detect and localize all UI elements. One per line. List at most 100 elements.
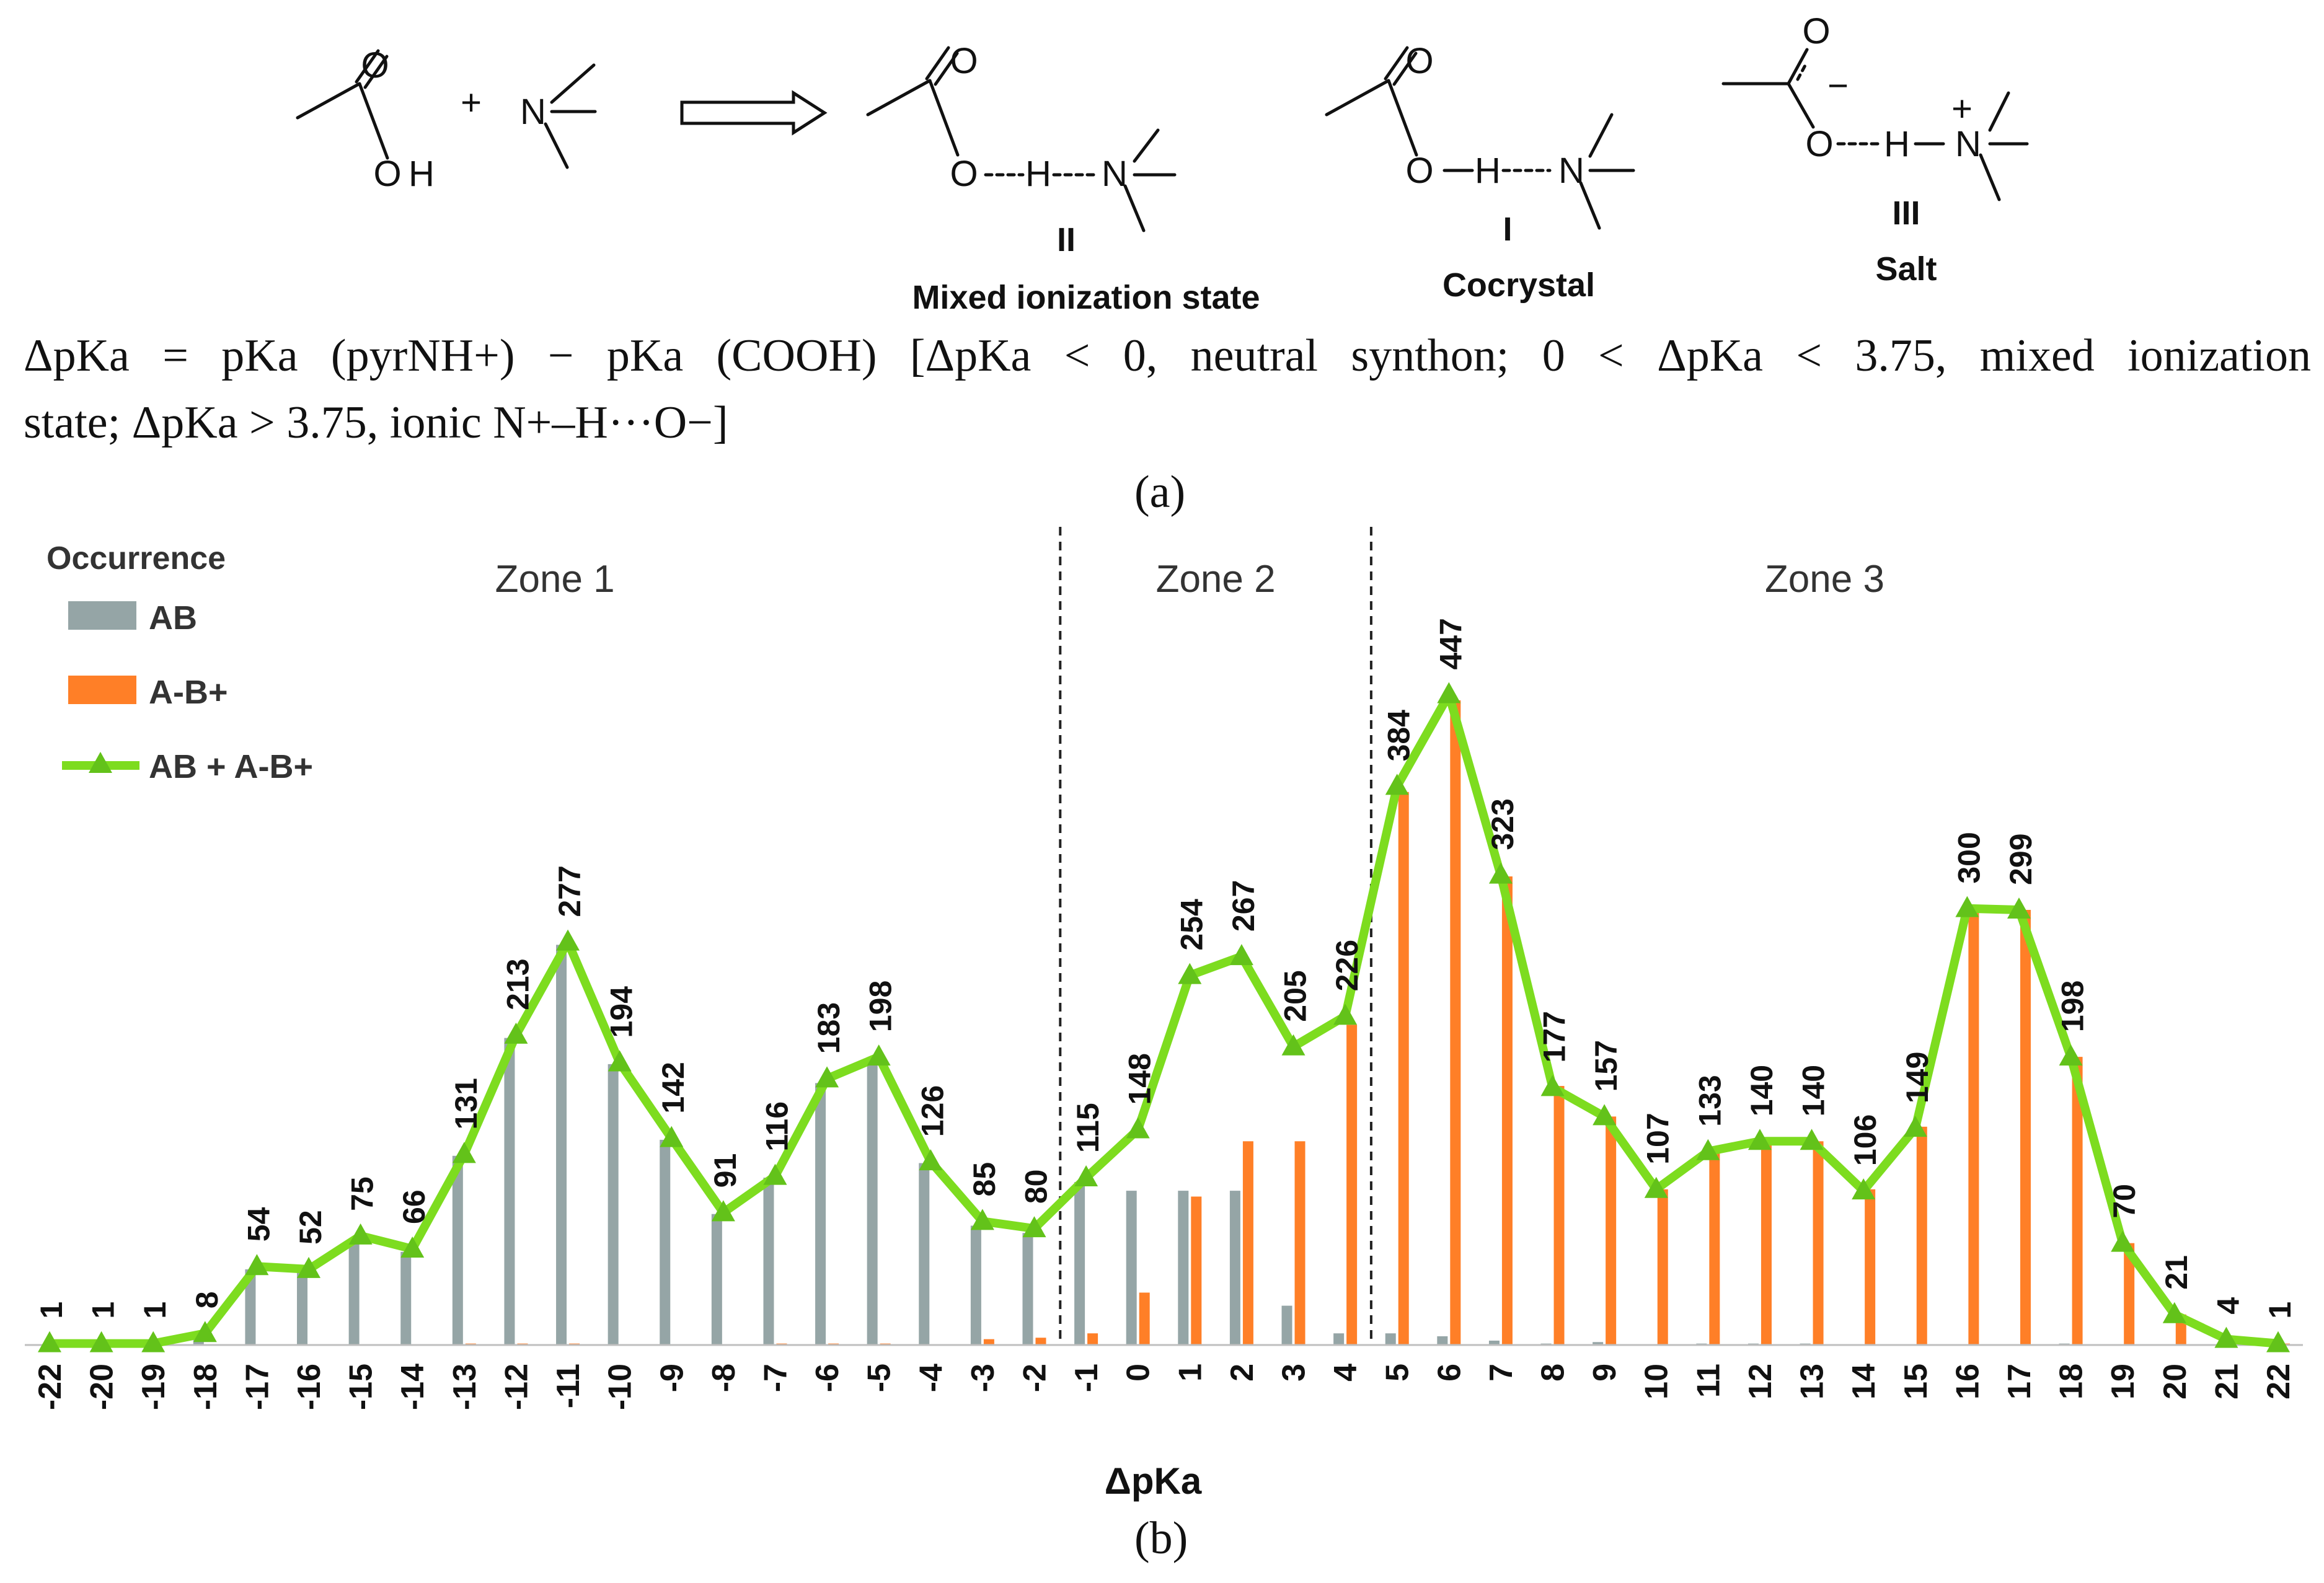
marker-triangle xyxy=(2111,1230,2135,1252)
bar-ab-plus xyxy=(2020,910,2031,1345)
bar-ab xyxy=(608,1064,619,1345)
x-tick-label: -11 xyxy=(550,1364,586,1408)
data-label: 198 xyxy=(864,981,898,1032)
bar-ab xyxy=(660,1139,671,1345)
x-tick-label: 3 xyxy=(1276,1364,1312,1382)
data-label: 140 xyxy=(1744,1065,1779,1116)
data-label: 91 xyxy=(708,1153,743,1188)
marker-triangle xyxy=(608,1050,632,1072)
atom-o: O xyxy=(1805,124,1833,164)
data-label: 52 xyxy=(293,1210,328,1245)
x-tick-label: 21 xyxy=(2209,1364,2245,1400)
marker-triangle xyxy=(245,1254,269,1276)
marker-triangle xyxy=(660,1126,684,1147)
atom-n: N xyxy=(520,92,546,132)
zone-label: Zone 1 xyxy=(495,558,615,601)
bar-ab-plus xyxy=(1553,1086,1565,1345)
numeral-i: I xyxy=(1503,211,1512,248)
bar-ab xyxy=(919,1163,930,1345)
bar-ab xyxy=(556,945,567,1345)
bar-ab xyxy=(245,1269,256,1345)
bar-ab xyxy=(970,1225,981,1345)
bar-ab-plus xyxy=(2072,1057,2083,1345)
x-tick-label: -22 xyxy=(32,1364,68,1410)
data-label: 8 xyxy=(190,1291,224,1308)
marker-triangle xyxy=(2214,1326,2238,1348)
x-tick-label: -9 xyxy=(654,1364,690,1392)
x-tick-label: -17 xyxy=(239,1364,275,1410)
x-tick-label: 6 xyxy=(1431,1364,1467,1382)
x-tick-label: 13 xyxy=(1795,1364,1831,1400)
data-label: 1 xyxy=(86,1302,121,1319)
delta-pka-definition: ΔpKa = pKa (pyrNH+) − pKa (COOH) [ΔpKa <… xyxy=(24,322,2311,456)
x-tick-label: 12 xyxy=(1743,1364,1778,1400)
bar-ab-plus xyxy=(1606,1116,1617,1345)
marker-triangle xyxy=(193,1321,217,1343)
bar-ab-plus xyxy=(1346,1025,1358,1345)
x-tick-label: 7 xyxy=(1483,1364,1519,1382)
data-label: 131 xyxy=(449,1078,484,1129)
marker-triangle xyxy=(452,1142,476,1163)
atom-o: O xyxy=(950,41,978,81)
marker-triangle xyxy=(1178,963,1202,984)
bar-ab xyxy=(1022,1233,1033,1345)
data-label: 126 xyxy=(915,1085,950,1137)
data-label: 323 xyxy=(1485,798,1520,850)
definition-line-1: ΔpKa = pKa (pyrNH+) − pKa (COOH) [ΔpKa <… xyxy=(24,330,2311,381)
x-tick-label: 10 xyxy=(1639,1364,1675,1400)
x-tick-label: 1 xyxy=(1172,1364,1208,1382)
bar-ab-plus xyxy=(1242,1141,1253,1345)
data-label: 1 xyxy=(2263,1302,2297,1319)
data-label: 115 xyxy=(1071,1103,1105,1153)
marker-triangle xyxy=(1593,1104,1617,1126)
bar-ab xyxy=(1437,1336,1448,1345)
atom-n: N xyxy=(1102,154,1128,194)
x-tick-label: 16 xyxy=(1950,1364,1986,1400)
legend-marker-total xyxy=(89,752,112,773)
bar-ab xyxy=(815,1083,826,1345)
bar-ab xyxy=(1074,1182,1085,1345)
marker-triangle xyxy=(1852,1178,1876,1200)
x-tick-label: -1 xyxy=(1069,1364,1105,1392)
bar-ab xyxy=(400,1251,412,1345)
marker-triangle xyxy=(1281,1034,1306,1056)
x-tick-label: 2 xyxy=(1224,1364,1260,1382)
x-tick-label: -15 xyxy=(343,1364,379,1410)
atom-h: H xyxy=(1475,151,1501,191)
marker-triangle xyxy=(1488,862,1513,884)
data-label: 85 xyxy=(967,1162,1002,1197)
x-tick-label: -10 xyxy=(603,1364,638,1410)
bar-ab-plus xyxy=(1450,700,1461,1345)
bar-ab xyxy=(297,1272,308,1345)
bar-ab-plus xyxy=(1968,908,1979,1345)
marker-triangle xyxy=(556,929,580,951)
marker-triangle xyxy=(1385,774,1409,795)
marker-triangle xyxy=(2007,897,2031,919)
data-label: 66 xyxy=(397,1189,431,1224)
data-label: 4 xyxy=(2211,1297,2245,1315)
x-tick-label: 5 xyxy=(1380,1364,1416,1382)
data-label: 116 xyxy=(759,1101,794,1152)
marker-triangle xyxy=(1126,1117,1150,1139)
marker-triangle xyxy=(867,1044,891,1066)
atom-o: O xyxy=(361,45,389,86)
marker-triangle xyxy=(763,1163,787,1185)
x-tick-label: -5 xyxy=(862,1364,898,1392)
bar-ab-plus xyxy=(1761,1141,1772,1345)
marker-triangle xyxy=(970,1209,994,1230)
x-tick-label: -3 xyxy=(965,1364,1001,1392)
marker-triangle xyxy=(711,1200,735,1222)
x-tick-label: 17 xyxy=(2002,1364,2038,1400)
data-label: 80 xyxy=(1018,1170,1053,1204)
x-tick-label: -12 xyxy=(498,1364,534,1410)
legend-label-ab: AB xyxy=(149,599,197,637)
bar-ab xyxy=(867,1058,878,1345)
x-tick-label: -19 xyxy=(136,1364,172,1410)
x-tick-label: 19 xyxy=(2105,1364,2141,1400)
bar-ab xyxy=(1178,1191,1189,1345)
marker-triangle xyxy=(2266,1331,2290,1352)
label-salt: Salt xyxy=(1875,250,1937,288)
data-label: 75 xyxy=(345,1176,380,1211)
bar-ab xyxy=(452,1155,463,1345)
data-label: 177 xyxy=(1537,1011,1572,1062)
